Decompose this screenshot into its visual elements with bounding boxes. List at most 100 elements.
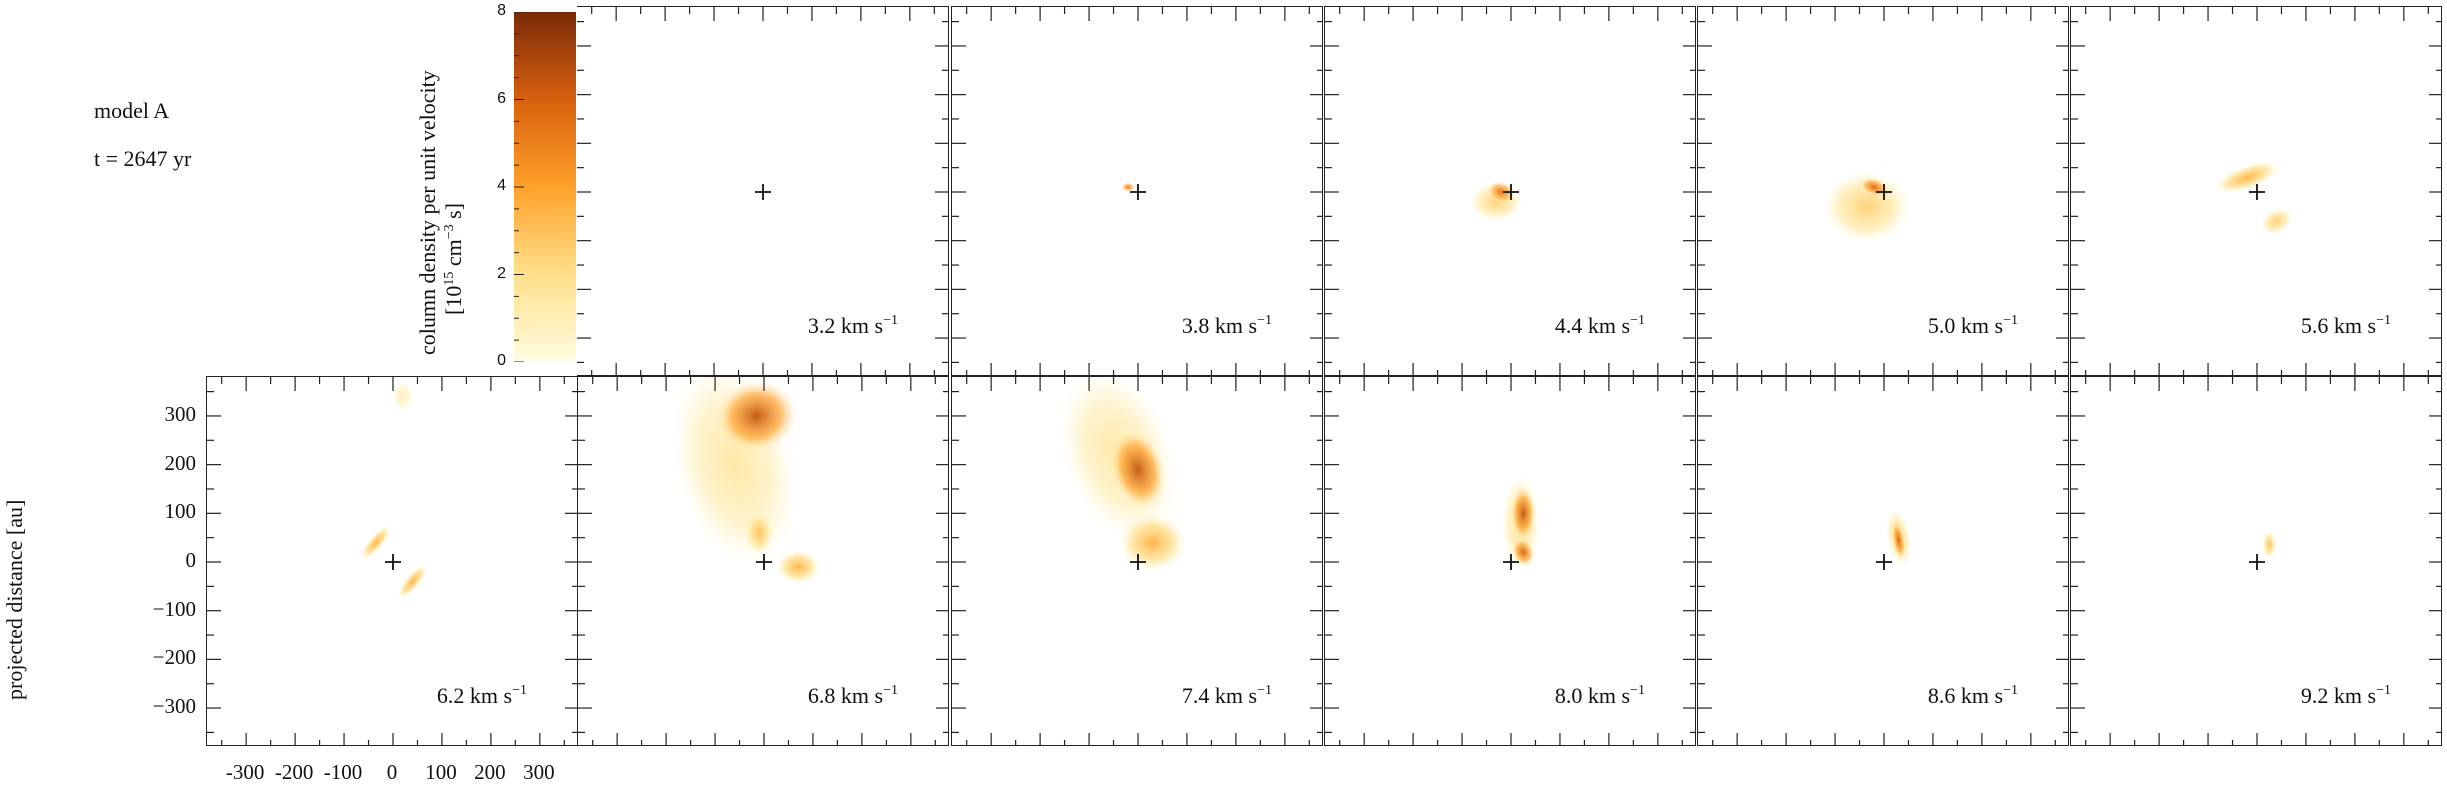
velocity-label: 8.0 km s−1 <box>1555 683 1645 709</box>
emission-blob <box>776 549 821 584</box>
colorbar-tick-label: 0 <box>497 352 506 369</box>
colorbar-tick-label: 8 <box>497 2 506 19</box>
velocity-unit-exp: −1 <box>1257 313 1272 328</box>
colorbar-unit-post: s] <box>441 202 466 225</box>
emission-blob <box>397 563 428 599</box>
channel-panel-8.0: 8.0 km s−1 <box>1324 376 1696 746</box>
emission-blob <box>1822 170 1911 244</box>
channel-panel-6.8: 6.8 km s−1 <box>577 376 949 746</box>
x-tick-label: -300 <box>225 760 265 784</box>
x-tick-label: -100 <box>323 760 363 784</box>
colorbar-unit-mid: cm <box>441 239 466 272</box>
emission-blob <box>360 525 392 561</box>
y-tick-label: 200 <box>164 450 197 475</box>
velocity-value: 6.2 <box>436 683 465 708</box>
protostar-marker <box>755 184 771 200</box>
panel-plot <box>1698 7 2068 375</box>
protostar-marker <box>385 554 401 570</box>
velocity-unit-exp: −1 <box>2376 683 2391 698</box>
velocity-label: 8.6 km s−1 <box>1928 683 2018 709</box>
channel-panel-3.2: 3.2 km s−1 <box>577 6 949 376</box>
velocity-label: 9.2 km s−1 <box>2301 683 2391 709</box>
time-label: t = 2647 yr <box>94 146 192 171</box>
colorbar <box>514 12 576 362</box>
velocity-unit: km s <box>2328 683 2377 708</box>
colorbar-tick-label: 4 <box>497 177 506 194</box>
emission-blob <box>393 381 413 412</box>
panel-plot <box>578 377 948 745</box>
channel-panel-6.2: 6.2 km s−1 <box>206 376 578 746</box>
emission-blob <box>744 510 774 555</box>
velocity-label: 5.0 km s−1 <box>1928 313 2018 339</box>
velocity-unit-exp: −1 <box>512 683 527 698</box>
velocity-value: 8.6 <box>1927 683 1956 708</box>
channel-panel-5.6: 5.6 km s−1 <box>2070 6 2442 376</box>
velocity-value: 3.8 <box>1181 313 1210 338</box>
velocity-unit: km s <box>1955 313 2004 338</box>
model-label: model A <box>94 98 170 123</box>
protostar-marker <box>756 554 772 570</box>
velocity-value: 5.0 <box>1927 313 1956 338</box>
velocity-unit: km s <box>1582 683 1631 708</box>
velocity-unit-exp: −1 <box>883 683 898 698</box>
panel-plot <box>952 7 1322 375</box>
y-tick-label: 100 <box>164 499 197 524</box>
colorbar-unit-exp2: −3 <box>442 224 457 240</box>
panel-plot <box>577 7 948 375</box>
emission-blob <box>715 379 799 453</box>
channel-panel-7.4: 7.4 km s−1 <box>951 376 1323 746</box>
panel-plot <box>2071 7 2441 375</box>
colorbar-label: column density per unit velocity [1015 c… <box>415 70 467 355</box>
velocity-unit-exp: −1 <box>1257 683 1272 698</box>
velocity-value: 6.8 <box>807 683 836 708</box>
emission-blob <box>1891 520 1906 560</box>
velocity-unit: km s <box>835 313 884 338</box>
y-tick-label: 0 <box>185 548 197 572</box>
velocity-value: 9.2 <box>2300 683 2329 708</box>
velocity-value: 8.0 <box>1554 683 1583 708</box>
velocity-label: 7.4 km s−1 <box>1182 683 1272 709</box>
channel-panel-8.6: 8.6 km s−1 <box>1697 376 2069 746</box>
velocity-unit-exp: −1 <box>1630 683 1645 698</box>
velocity-unit: km s <box>464 683 513 708</box>
velocity-unit: km s <box>835 683 884 708</box>
y-tick-label: −200 <box>152 645 196 670</box>
colorbar-gradient <box>514 12 576 362</box>
velocity-label: 4.4 km s−1 <box>1555 313 1645 339</box>
velocity-unit: km s <box>1209 313 1258 338</box>
emission-blob <box>1511 538 1535 567</box>
velocity-value: 3.2 <box>807 313 836 338</box>
y-tick-label: −100 <box>152 596 196 621</box>
velocity-unit-exp: −1 <box>2003 683 2018 698</box>
velocity-unit-exp: −1 <box>883 313 898 328</box>
emission-blob <box>2262 530 2277 560</box>
colorbar-unit-exp1: 15 <box>442 271 457 286</box>
protostar-marker <box>1503 554 1519 570</box>
panel-plot <box>1325 7 1695 375</box>
x-tick-label: 200 <box>474 760 506 784</box>
emission-blob <box>1486 180 1516 204</box>
protostar-marker <box>1130 184 1146 200</box>
protostar-marker <box>1130 554 1146 570</box>
panel-plot <box>2071 377 2441 745</box>
velocity-unit: km s <box>2328 313 2377 338</box>
protostar-marker <box>1876 184 1892 200</box>
emission-blob <box>2260 207 2293 235</box>
velocity-value: 5.6 <box>2300 313 2329 338</box>
x-tick-label: 300 <box>523 760 555 784</box>
emission-blob <box>1109 428 1167 511</box>
panel-plot <box>207 377 577 745</box>
velocity-unit-exp: −1 <box>2003 313 2018 328</box>
velocity-label: 3.2 km s−1 <box>808 313 898 339</box>
protostar-marker <box>2249 554 2265 570</box>
x-tick-label: 100 <box>425 760 457 784</box>
emission-blob <box>2214 161 2280 194</box>
emission-blob <box>1118 513 1187 572</box>
channel-panel-9.2: 9.2 km s−1 <box>2070 376 2442 746</box>
velocity-value: 4.4 <box>1554 313 1583 338</box>
channel-panel-5.0: 5.0 km s−1 <box>1697 6 2069 376</box>
colorbar-label-line1: column density per unit velocity <box>415 70 440 355</box>
velocity-label: 5.6 km s−1 <box>2301 313 2391 339</box>
colorbar-ticks <box>514 12 524 362</box>
colorbar-label-line2: [1015 cm−3 s] <box>441 70 467 355</box>
